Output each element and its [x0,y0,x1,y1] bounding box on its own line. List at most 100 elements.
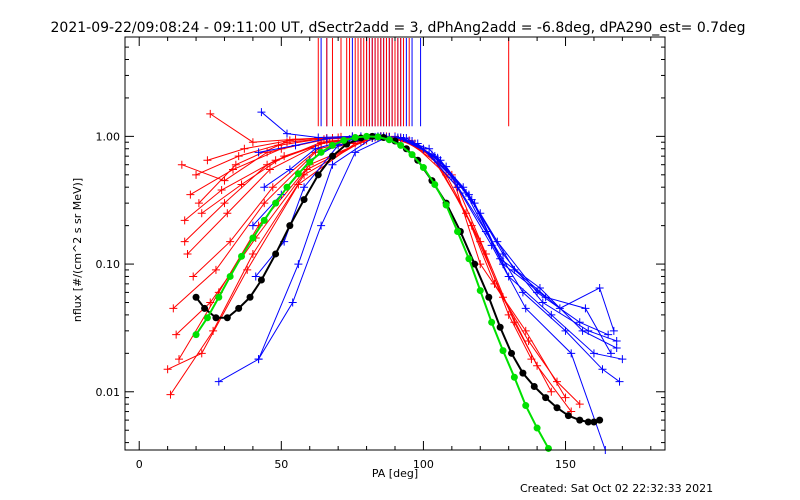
data-point-marker [175,355,183,364]
fit-curve-point [564,412,572,420]
data-point-marker [291,141,300,150]
fit-curve-point [238,252,246,260]
fit-curve-point [300,196,308,204]
fit-curve-point [226,272,234,280]
data-point-marker [274,141,283,150]
data-point-marker [615,377,624,386]
fit-curve-point [553,404,561,412]
data-point-marker [183,249,192,258]
vertical-bars-group [317,38,510,127]
data-point-marker [604,330,613,339]
data-point-marker [169,304,178,313]
created-timestamp: Created: Sat Oct 02 22:32:33 2021 [520,482,713,495]
data-point-marker [197,349,206,358]
data-point-marker [300,183,309,192]
data-point-marker [220,199,229,208]
fit-curve-point [397,141,405,149]
fit-curve-point [590,418,598,426]
data-point-marker [607,349,615,358]
fit-curve-point [596,416,604,424]
fit-curve-point [488,318,496,326]
fit-curve-point [542,394,550,402]
data-point-marker [268,183,277,192]
data-point-marker [283,129,291,138]
fit-curve-point [260,216,268,224]
data-point-marker [248,138,257,147]
data-point-marker [575,400,584,409]
fit-curve-point [257,276,265,284]
data-point-marker [243,265,252,274]
fit-curve-point [454,227,462,235]
fit-curve-point [374,133,382,141]
fit-curve-point [485,293,493,301]
data-point-marker [589,349,598,358]
fit-curve-point [328,152,336,160]
data-point-marker [567,349,576,358]
data-point-marker [493,237,502,246]
fit-curve-point [201,304,209,312]
fit-curve-point [476,287,484,295]
fit-curve-point [223,314,231,322]
data-point-marker [294,180,303,189]
fit-curve-point [530,382,538,390]
fit-curve-point [246,293,254,301]
data-point-marker [598,365,607,374]
data-point-marker [496,254,505,263]
data-point-marker [206,109,215,118]
data-point-marker [311,144,320,153]
data-point-marker [521,304,530,313]
fit-curve-point [212,314,220,322]
fit-curve-point [363,132,371,140]
data-point-marker [240,144,249,153]
data-point-marker [547,387,556,396]
data-point-marker [609,326,618,335]
fit-curve-point [192,331,200,339]
fit-curves-group [192,132,604,452]
x-tick-label: 0 [136,458,143,471]
fit-curve-point [510,373,518,381]
data-point-marker [527,355,536,364]
fit-curve-point [499,347,507,355]
data-point-marker [166,390,175,399]
data-point-marker [197,209,206,218]
data-point-marker [581,304,590,313]
data-point-marker [189,272,198,281]
data-point-marker [163,365,172,374]
x-tick-label: 100 [413,458,434,471]
data-point-marker [234,152,243,161]
fit-curve-point [317,148,325,156]
data-point-marker [220,176,229,185]
data-point-marker [226,237,235,246]
data-point-marker [575,318,584,327]
data-point-marker [518,288,527,297]
fit-curve-point [408,151,416,159]
data-point-marker [612,344,621,353]
data-point-marker [453,183,462,192]
axes-group: 0 50 100 150 0.01 0.10 1.00 [96,36,665,471]
data-point-marker [612,336,621,345]
data-point-marker [251,272,260,281]
data-point-marker [294,260,303,269]
data-point-marker [553,377,561,386]
fit-curve-point [272,250,280,258]
data-series-line [400,137,572,412]
data-point-marker [192,170,201,179]
data-point-marker [317,221,326,230]
data-point-marker [288,298,297,307]
data-point-marker [206,298,215,307]
data-point-marker [322,134,331,143]
data-point-marker [538,298,547,307]
fit-curve-point [465,255,473,263]
data-point-marker [541,293,550,302]
data-point-marker [248,249,257,258]
data-point-marker [229,165,237,174]
y-tick-label: 1.00 [96,130,121,143]
data-point-marker [427,150,436,159]
data-point-marker [223,209,232,218]
fit-curve-point [544,444,552,452]
fit-curve-point [272,199,280,207]
data-point-marker [180,237,189,246]
data-point-marker [476,237,485,246]
